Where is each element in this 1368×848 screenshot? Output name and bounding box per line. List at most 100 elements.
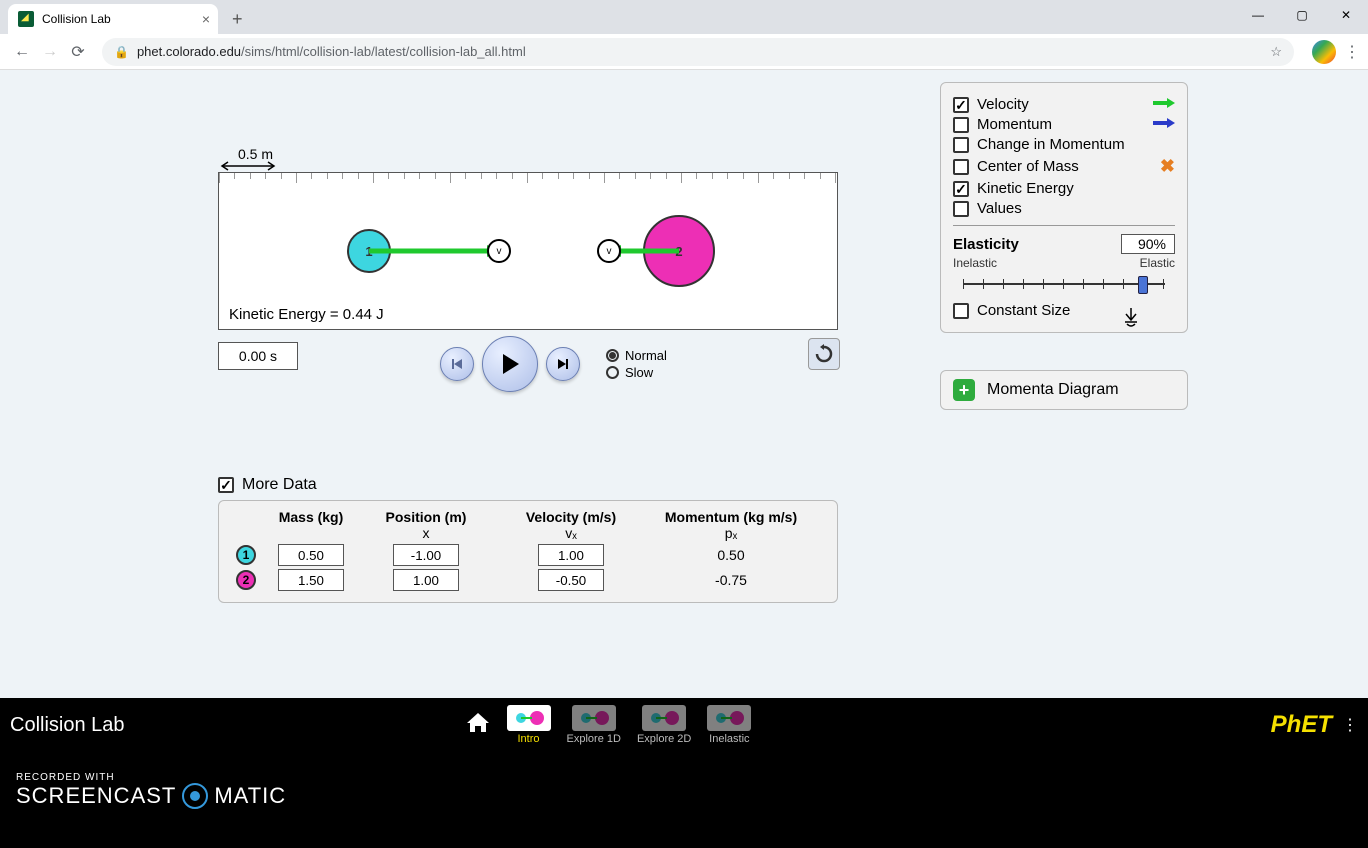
divider <box>953 225 1175 226</box>
play-controls: Normal Slow <box>440 336 667 392</box>
screen-label: Inelastic <box>709 733 749 745</box>
mass-input[interactable] <box>278 544 344 566</box>
velocity-handle[interactable]: v <box>597 239 621 263</box>
mass-input[interactable] <box>278 569 344 591</box>
checkbox-label: More Data <box>242 476 317 494</box>
screen-thumbnail <box>572 705 616 731</box>
browser-menu-icon[interactable]: ⋮ <box>1344 42 1360 62</box>
option-label: Velocity <box>977 96 1029 113</box>
options-panel: Velocity Momentum Change in Momentum Center… <box>940 82 1188 333</box>
screen-intro[interactable]: Intro <box>507 705 551 745</box>
momenta-diagram-button[interactable]: + Momenta Diagram <box>940 370 1188 410</box>
elasticity-slider[interactable] <box>963 274 1165 294</box>
watermark-top: RECORDED WITH <box>16 772 1352 783</box>
elasticity-value[interactable]: 90% <box>1121 234 1175 254</box>
address-bar[interactable]: 🔒 phet.colorado.edu/sims/html/collision-… <box>102 38 1294 66</box>
phet-menu-icon[interactable]: ⋮ <box>1342 715 1358 735</box>
table-header: Mass (kg) Position (m) Velocity (m/s) Mo… <box>231 509 825 525</box>
tab-title: Collision Lab <box>42 12 111 26</box>
screen-label: Intro <box>518 733 540 745</box>
forward-button[interactable]: → <box>36 38 64 66</box>
checkbox-icon <box>953 137 969 153</box>
speed-normal-radio[interactable]: Normal <box>606 348 667 363</box>
bookmark-icon[interactable]: ☆ <box>1270 44 1282 60</box>
radio-icon <box>606 349 619 362</box>
sim-nav-bar: Collision Lab IntroExplore 1DExplore 2DI… <box>0 698 1368 752</box>
step-back-button[interactable] <box>440 347 474 381</box>
active-tab[interactable]: Collision Lab × <box>8 4 218 34</box>
restart-button[interactable] <box>808 338 840 370</box>
screen-explore-2d[interactable]: Explore 2D <box>637 705 691 745</box>
screen-thumbnail <box>642 705 686 731</box>
maximize-button[interactable]: ▢ <box>1280 0 1324 30</box>
option-values[interactable]: Values <box>953 200 1175 217</box>
play-button[interactable] <box>482 336 538 392</box>
new-tab-button[interactable]: + <box>228 5 247 34</box>
time-display: 0.00 s <box>218 342 298 370</box>
screen-explore-1d[interactable]: Explore 1D <box>567 705 621 745</box>
velocity-arrow-icon <box>1151 97 1175 109</box>
screen-thumbnail <box>507 705 551 731</box>
sub-velocity: vₓ <box>491 525 651 541</box>
speed-radio-group: Normal Slow <box>606 346 667 382</box>
col-momentum: Momentum (kg m/s) <box>651 509 811 525</box>
kinetic-energy-label: Kinetic Energy = 0.44 J <box>229 306 384 323</box>
slider-max-label: Elastic <box>1140 256 1175 270</box>
radio-label: Normal <box>625 348 667 363</box>
elasticity-label: Elasticity <box>953 236 1019 253</box>
screen-nav: Intro Explore 1D Explore 2D Inelastic <box>465 705 752 745</box>
option-label: Center of Mass <box>977 158 1079 175</box>
center-mass-icon: ✖ <box>1160 156 1175 176</box>
close-window-button[interactable]: ✕ <box>1324 0 1368 30</box>
screencast-watermark: RECORDED WITH SCREENCAST MATIC <box>0 752 1368 848</box>
step-forward-button[interactable] <box>546 347 580 381</box>
checkbox-icon <box>953 303 969 319</box>
slider-labels: Inelastic Elastic <box>953 256 1175 270</box>
more-data-checkbox[interactable]: More Data <box>218 476 317 494</box>
screen-inelastic[interactable]: Inelastic <box>707 705 751 745</box>
reload-button[interactable]: ⟳ <box>64 38 92 66</box>
back-button[interactable]: ← <box>8 38 36 66</box>
slider-track-line <box>963 283 1165 285</box>
ball-number-badge: 1 <box>236 545 256 565</box>
phet-logo[interactable]: PhET <box>1271 711 1332 739</box>
speed-slow-radio[interactable]: Slow <box>606 365 667 380</box>
velocity-input[interactable] <box>538 544 604 566</box>
close-tab-icon[interactable]: × <box>202 11 210 27</box>
checkbox-icon <box>953 201 969 217</box>
option-momentum[interactable]: Momentum <box>953 116 1175 133</box>
position-input[interactable] <box>393 569 459 591</box>
collision-play-area[interactable]: 1v2v Kinetic Energy = 0.44 J <box>218 172 838 330</box>
position-input[interactable] <box>393 544 459 566</box>
option-change-in-momentum[interactable]: Change in Momentum <box>953 136 1175 153</box>
profile-avatar[interactable] <box>1312 40 1336 64</box>
momentum-value: -0.75 <box>651 572 811 588</box>
minimize-button[interactable]: — <box>1236 0 1280 30</box>
screen-label: Explore 2D <box>637 733 691 745</box>
home-button[interactable] <box>465 710 491 741</box>
browser-toolbar: ← → ⟳ 🔒 phet.colorado.edu/sims/html/coll… <box>0 34 1368 70</box>
table-subheader: x vₓ pₓ <box>231 525 825 541</box>
checkbox-icon <box>953 159 969 175</box>
option-label: Change in Momentum <box>977 136 1125 153</box>
checkbox-icon <box>953 181 969 197</box>
radio-icon <box>606 366 619 379</box>
ball-number-badge: 2 <box>236 570 256 590</box>
slider-thumb[interactable] <box>1138 276 1148 294</box>
constant-size-checkbox[interactable]: Constant Size <box>953 302 1175 319</box>
col-mass: Mass (kg) <box>261 509 361 525</box>
url-host: phet.colorado.edu <box>137 44 241 59</box>
checkbox-icon <box>953 97 969 113</box>
lock-icon: 🔒 <box>114 45 129 59</box>
option-center-of-mass[interactable]: Center of Mass ✖ <box>953 156 1175 177</box>
url-path: /sims/html/collision-lab/latest/collisio… <box>241 44 526 59</box>
option-velocity[interactable]: Velocity <box>953 96 1175 113</box>
screen-label: Explore 1D <box>567 733 621 745</box>
slider-min-label: Inelastic <box>953 256 997 270</box>
data-row-ball-1: 1 0.50 <box>231 544 825 566</box>
col-velocity: Velocity (m/s) <box>491 509 651 525</box>
radio-label: Slow <box>625 365 653 380</box>
plus-icon: + <box>953 379 975 401</box>
option-kinetic-energy[interactable]: Kinetic Energy <box>953 180 1175 197</box>
velocity-input[interactable] <box>538 569 604 591</box>
